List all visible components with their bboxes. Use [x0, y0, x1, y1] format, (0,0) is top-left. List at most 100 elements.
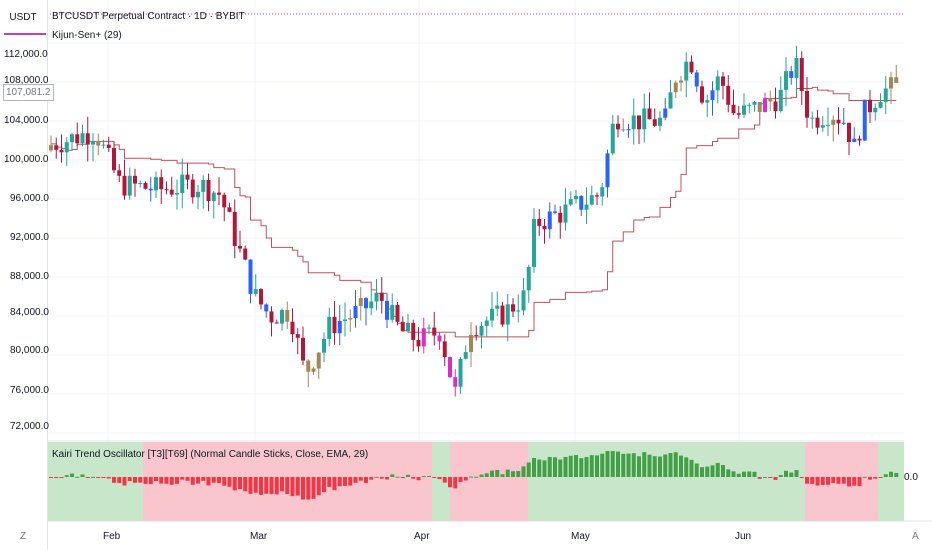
indicator-legend[interactable]: Kijun-Sen+ (29) — [52, 30, 122, 41]
oscillator-legend[interactable]: Kairi Trend Oscillator [T3][T69] (Normal… — [52, 449, 369, 460]
candle-body — [358, 298, 363, 307]
candle-body — [815, 117, 820, 128]
oscillator-bar — [301, 477, 305, 500]
oscillator-bar — [385, 477, 389, 480]
oscillator-bar — [133, 477, 137, 483]
oscillator-bar — [878, 477, 883, 478]
candle-body — [805, 91, 809, 118]
oscillator-bar — [810, 477, 815, 484]
oscillator-bar — [726, 469, 731, 477]
candle-body — [327, 316, 332, 339]
oscillator-bar — [169, 477, 174, 485]
candle-body — [164, 189, 169, 191]
time-label-feb: Feb — [103, 531, 121, 542]
currency-button[interactable]: USDT — [9, 11, 37, 23]
candle-body — [306, 360, 311, 372]
oscillator-bar — [857, 477, 862, 487]
candle-body — [595, 195, 599, 197]
candle-body — [316, 352, 321, 369]
oscillator-bar — [343, 477, 347, 486]
timezone-button[interactable]: Z — [20, 531, 27, 542]
candle-body — [731, 104, 736, 114]
price-label: 108,000.0 — [4, 75, 49, 86]
candle-body — [694, 72, 699, 87]
oscillator-bar — [311, 477, 316, 499]
oscillator-bar — [64, 475, 69, 477]
candle-body — [185, 174, 190, 180]
oscillator-band — [432, 442, 450, 521]
oscillator-bar — [642, 452, 647, 477]
oscillator-bar — [789, 472, 794, 477]
candle-body — [847, 122, 851, 142]
candle-body — [253, 289, 258, 294]
oscillator-bar — [332, 477, 337, 491]
candle-body — [721, 76, 725, 86]
candle-body — [558, 212, 563, 223]
candle-body — [794, 58, 799, 78]
oscillator-bar — [490, 470, 494, 477]
candle-body — [143, 182, 148, 189]
oscillator-bar — [290, 477, 295, 497]
candle-body — [280, 309, 284, 324]
oscillator-bar — [495, 469, 500, 477]
candle-body — [479, 325, 484, 336]
oscillator-bar — [574, 455, 578, 477]
candle-body — [122, 175, 127, 196]
candle-body — [474, 334, 479, 336]
oscillator-bar — [185, 477, 190, 481]
oscillator-bar — [59, 477, 64, 478]
oscillator-bar — [768, 477, 773, 478]
candle-body — [658, 117, 662, 126]
oscillator-bar — [190, 477, 195, 485]
candle-body — [458, 358, 463, 387]
auto-scale-button[interactable]: A — [912, 531, 919, 542]
oscillator-bar — [274, 477, 279, 495]
candle-body — [836, 119, 841, 124]
candle-body — [505, 304, 510, 325]
candle-body — [222, 194, 227, 208]
candle-body — [54, 145, 59, 150]
price-label: 104,000.0 — [4, 115, 49, 126]
oscillator-bar — [70, 473, 74, 477]
oscillator-bar — [605, 451, 610, 477]
candle-body — [395, 304, 400, 322]
oscillator-bar — [558, 459, 563, 477]
candle-body — [85, 133, 90, 145]
oscillator-bar — [211, 477, 216, 483]
candle-body — [663, 108, 668, 118]
oscillator-bar — [742, 471, 746, 477]
candle-body — [778, 89, 783, 112]
oscillator-bar — [437, 477, 442, 480]
candle-body — [453, 377, 458, 387]
oscillator-bar — [868, 477, 872, 480]
candle-body — [374, 292, 379, 302]
candle-body — [563, 204, 568, 223]
oscillator-bar — [306, 477, 311, 500]
oscillator-bar — [327, 477, 332, 488]
oscillator-bar — [411, 477, 416, 479]
oscillator-band — [528, 442, 805, 521]
candle-body — [889, 77, 893, 89]
candle-body — [322, 338, 326, 353]
oscillator-bar — [85, 477, 90, 478]
oscillator-bar — [406, 474, 410, 477]
oscillator-bar — [794, 470, 799, 477]
candle-body — [736, 113, 741, 115]
candle-body — [773, 101, 778, 112]
candle-body — [500, 305, 505, 325]
oscillator-bar — [731, 471, 736, 477]
candle-body — [106, 144, 111, 148]
oscillator-bar — [689, 459, 694, 477]
candle-body — [857, 138, 862, 141]
candle-body — [852, 138, 857, 142]
candle-body — [831, 119, 836, 125]
candle-body — [248, 259, 253, 294]
oscillator-bar — [259, 477, 263, 495]
candle-body — [332, 316, 337, 334]
candle-body — [710, 90, 715, 101]
symbol-title[interactable]: BTCUSDT Perpetual Contract · 1D · BYBIT — [52, 11, 245, 22]
candle-body — [400, 321, 405, 332]
oscillator-bar — [537, 459, 542, 477]
oscillator-bar — [847, 477, 851, 487]
